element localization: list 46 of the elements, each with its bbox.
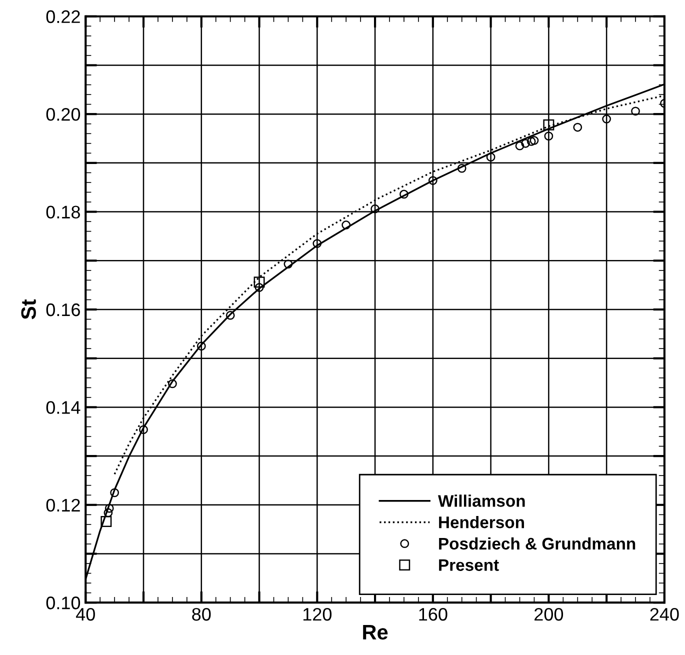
point xyxy=(312,239,322,248)
point xyxy=(521,138,530,148)
point xyxy=(526,136,536,146)
x-tick-label: 200 xyxy=(534,608,564,621)
point xyxy=(168,379,177,388)
y-tick-label: 0.22 xyxy=(46,10,80,24)
legend-label: Williamson xyxy=(438,494,525,507)
x-tick-label: 80 xyxy=(192,608,211,621)
point xyxy=(400,190,408,199)
y-tick-label: 0.18 xyxy=(46,206,80,219)
point xyxy=(530,136,539,145)
point xyxy=(544,132,554,141)
legend-label: Henderson xyxy=(439,516,524,528)
point xyxy=(196,342,206,351)
x-axis-title: Re xyxy=(363,625,388,640)
point xyxy=(486,152,496,162)
point xyxy=(370,204,380,214)
point xyxy=(284,260,293,268)
point xyxy=(104,508,113,518)
point xyxy=(139,425,148,434)
y-axis-title: St xyxy=(21,299,36,320)
point xyxy=(602,114,612,124)
point xyxy=(631,106,640,116)
x-tick-label: 120 xyxy=(303,608,332,621)
point xyxy=(254,276,265,288)
x-tick-label: 40 xyxy=(76,608,95,621)
y-tick-label: 0.12 xyxy=(46,498,80,512)
point xyxy=(104,504,114,513)
y-tick-label: 0.16 xyxy=(46,303,80,316)
legend-label: Present xyxy=(439,559,499,571)
point xyxy=(226,310,235,320)
point xyxy=(457,164,466,173)
y-tick-label: 0.10 xyxy=(46,596,80,610)
point xyxy=(254,283,264,292)
point xyxy=(515,141,524,150)
x-tick-label: 240 xyxy=(650,608,679,621)
y-tick-label: 0.20 xyxy=(46,108,80,121)
point xyxy=(573,122,582,132)
point xyxy=(543,119,554,130)
point xyxy=(110,488,120,498)
x-tick-label: 160 xyxy=(419,608,448,621)
point xyxy=(100,516,112,527)
point xyxy=(428,176,438,185)
point xyxy=(342,220,351,230)
legend-label: Posdziech & Grundmann xyxy=(439,537,636,550)
y-tick-label: 0.14 xyxy=(46,401,80,414)
